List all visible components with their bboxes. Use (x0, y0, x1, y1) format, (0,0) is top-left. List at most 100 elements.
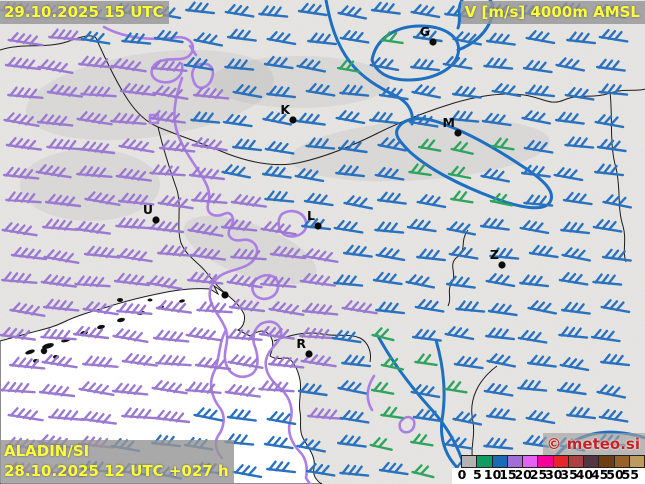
wind-barb (224, 433, 255, 446)
wind-barb (442, 435, 473, 450)
wind-barb (266, 411, 297, 426)
wind-barb (189, 246, 226, 261)
wind-barb (455, 300, 486, 313)
station-label: K (280, 102, 291, 117)
model-name: ALADIN/SI (4, 442, 90, 460)
wind-barb (519, 220, 550, 235)
colorbar-labels: 0 5 10 15 20 25 30 35 40 45 50 55 (0, 467, 645, 483)
wind-barb (598, 83, 629, 96)
wind-barb (307, 32, 338, 46)
wind-barb (558, 271, 589, 286)
wind-barb (147, 219, 185, 234)
wind-barb (519, 274, 550, 288)
wind-barb (153, 409, 191, 424)
wind-barb (450, 190, 474, 204)
wind-barb (410, 58, 441, 72)
wind-barb (260, 275, 297, 289)
wind-barb (339, 29, 370, 44)
wind-barb (451, 85, 482, 99)
colorbar-tick-label: 25 (529, 467, 548, 482)
wind-barb (37, 59, 74, 74)
wind-barb (523, 194, 554, 207)
wind-barb (48, 408, 85, 422)
wind-barb (525, 410, 556, 425)
wind-barb (258, 5, 289, 18)
wind-barb (191, 137, 228, 152)
wind-barb (566, 406, 597, 420)
colorbar-tick-label: 35 (560, 467, 578, 482)
wind-barb (307, 407, 344, 421)
wind-barb (411, 84, 442, 99)
wind-barb (479, 217, 510, 231)
wind-barb (78, 140, 116, 155)
wind-barb (555, 57, 586, 72)
wind-barb (220, 218, 258, 232)
wind-barb (74, 275, 111, 288)
wind-barb (410, 433, 434, 447)
colorbar-tick-label: 45 (590, 467, 609, 482)
wind-barb (82, 355, 119, 369)
colorbar-cell (522, 456, 538, 467)
wind-barb (77, 55, 115, 69)
wind-barb (376, 191, 407, 205)
wind-barb (375, 247, 406, 262)
wind-barb (294, 168, 325, 183)
wind-barb (117, 192, 155, 206)
colorbar-label-strip (452, 468, 645, 484)
wind-barb (452, 31, 483, 46)
wind-barb (411, 328, 442, 342)
wind-barb (226, 408, 257, 422)
wind-barb (336, 59, 361, 73)
station-dot (289, 116, 297, 124)
wind-barb (517, 379, 548, 392)
wind-barb (485, 32, 516, 46)
wind-barb (297, 2, 328, 17)
wind-barb (46, 138, 83, 151)
wind-barb (222, 113, 253, 128)
wind-barb (374, 166, 405, 181)
wind-barb (485, 407, 516, 421)
wind-barb (110, 58, 147, 73)
copyright-label: © meteo.si (542, 433, 645, 456)
wind-barb (226, 328, 263, 342)
wind-barb (562, 191, 593, 206)
wind-barb (594, 114, 625, 129)
wind-barb (369, 437, 393, 451)
wind-barb (412, 28, 443, 43)
wind-barb (553, 167, 584, 182)
station-label: R (296, 336, 306, 351)
colorbar-cell (462, 456, 477, 467)
wind-barb (36, 113, 74, 127)
station-dot (305, 350, 313, 358)
wind-barb (263, 435, 294, 450)
wind-barb (43, 249, 80, 264)
wind-barb (414, 298, 445, 313)
wind-barb (333, 219, 364, 234)
colorbar (461, 455, 645, 468)
wind-barb (267, 355, 305, 369)
wind-barb (485, 327, 516, 341)
wind-barb (157, 195, 194, 210)
wind-barb (192, 86, 230, 100)
wind-barb (111, 382, 149, 396)
wind-barb (560, 221, 591, 235)
wind-barb (411, 464, 435, 479)
wind-barb (444, 5, 475, 19)
colorbar-cell (476, 456, 492, 467)
wind-barb (2, 166, 40, 180)
wind-barb (266, 31, 297, 46)
wind-barb (370, 1, 401, 15)
wind-barb (296, 438, 327, 453)
wind-barb (380, 356, 404, 371)
wind-barb (600, 299, 631, 314)
wind-barb (0, 381, 36, 394)
wind-barb (42, 298, 80, 312)
wind-barb (598, 28, 629, 43)
wind-barb (258, 325, 295, 340)
wind-barb (377, 137, 408, 152)
station-label: L (307, 208, 315, 223)
wind-barb (374, 221, 405, 234)
wind-barb (301, 302, 339, 316)
wind-barb (412, 408, 443, 423)
wind-barb (299, 272, 336, 287)
